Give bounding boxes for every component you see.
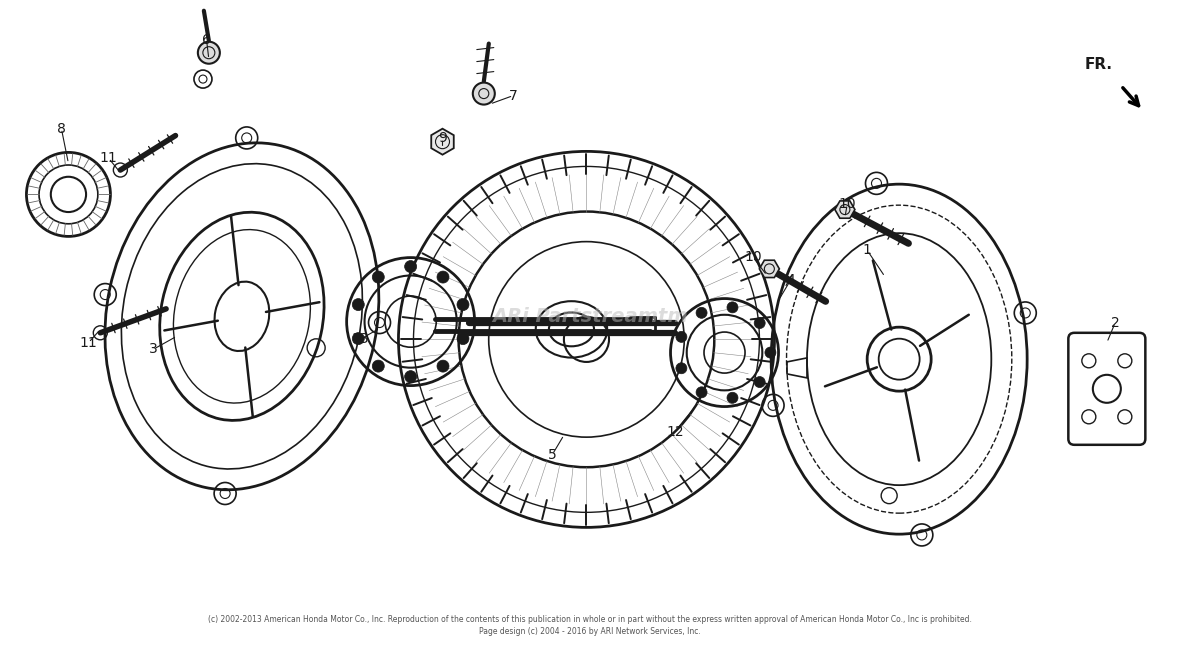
Text: (c) 2002-2013 American Honda Motor Co., Inc. Reproduction of the contents of thi: (c) 2002-2013 American Honda Motor Co., … (208, 615, 972, 624)
Circle shape (696, 307, 707, 318)
Circle shape (727, 302, 738, 313)
Circle shape (676, 362, 687, 374)
Circle shape (405, 260, 417, 273)
Text: 6: 6 (202, 32, 211, 47)
Text: 2: 2 (1110, 316, 1120, 330)
Circle shape (437, 360, 450, 372)
Circle shape (754, 376, 765, 387)
Text: 8: 8 (57, 121, 66, 136)
Circle shape (457, 299, 468, 310)
Circle shape (353, 333, 365, 345)
Text: 5: 5 (548, 447, 557, 462)
Circle shape (372, 360, 385, 372)
Text: Page design (c) 2004 - 2016 by ARI Network Services, Inc.: Page design (c) 2004 - 2016 by ARI Netwo… (479, 627, 701, 636)
Circle shape (198, 42, 219, 64)
Circle shape (473, 82, 494, 105)
Text: 9: 9 (438, 131, 447, 146)
Circle shape (372, 271, 385, 283)
Text: 3: 3 (149, 342, 158, 357)
Text: 11: 11 (99, 151, 118, 165)
Text: 13: 13 (352, 332, 368, 347)
Text: 4: 4 (786, 273, 795, 287)
Text: 11: 11 (79, 335, 98, 350)
Circle shape (765, 347, 776, 358)
Circle shape (727, 392, 738, 403)
Text: 1: 1 (863, 243, 872, 258)
Circle shape (696, 387, 707, 398)
Circle shape (676, 331, 687, 343)
Text: 10: 10 (839, 197, 855, 212)
Text: 12: 12 (667, 424, 683, 439)
Circle shape (437, 271, 450, 283)
Text: FR.: FR. (1084, 57, 1113, 72)
Circle shape (457, 333, 468, 345)
Text: 10: 10 (745, 250, 761, 264)
Circle shape (405, 370, 417, 383)
Text: ARi Partstreamtm: ARi Partstreamtm (492, 307, 688, 326)
Text: 7: 7 (509, 88, 518, 103)
Circle shape (754, 318, 765, 329)
Circle shape (353, 299, 365, 310)
